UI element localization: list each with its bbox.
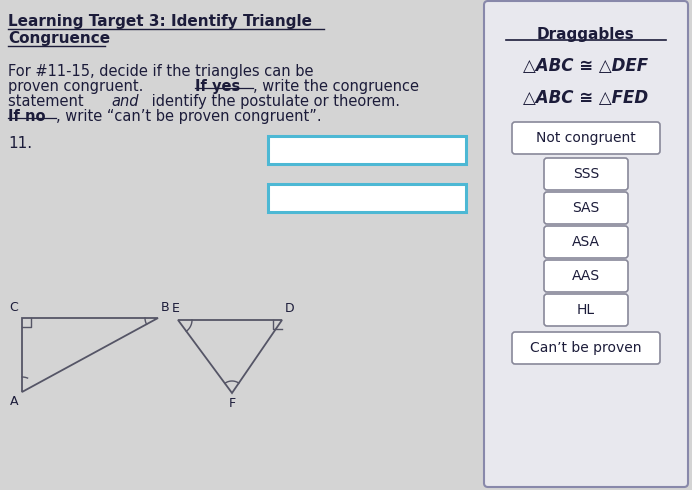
FancyBboxPatch shape [512, 122, 660, 154]
Text: Draggables: Draggables [537, 27, 635, 42]
FancyBboxPatch shape [268, 136, 466, 164]
Text: , write the congruence: , write the congruence [253, 79, 419, 94]
Text: △ABC ≅ △DEF: △ABC ≅ △DEF [523, 57, 648, 75]
FancyBboxPatch shape [544, 192, 628, 224]
Text: , write “can’t be proven congruent”.: , write “can’t be proven congruent”. [56, 109, 322, 124]
Text: E: E [172, 302, 180, 315]
FancyBboxPatch shape [544, 158, 628, 190]
FancyBboxPatch shape [544, 294, 628, 326]
Text: Can’t be proven: Can’t be proven [530, 341, 641, 355]
Text: F: F [228, 397, 235, 410]
Text: △ABC ≅ △FED: △ABC ≅ △FED [523, 89, 648, 107]
FancyBboxPatch shape [484, 1, 688, 487]
Text: identify the postulate or theorem.: identify the postulate or theorem. [147, 94, 400, 109]
Text: Congruence: Congruence [8, 31, 110, 46]
Text: HL: HL [577, 303, 595, 317]
Text: statement: statement [8, 94, 89, 109]
Text: Not congruent: Not congruent [536, 131, 636, 145]
Text: 11.: 11. [8, 136, 32, 151]
FancyBboxPatch shape [544, 226, 628, 258]
Text: ASA: ASA [572, 235, 600, 249]
Text: A: A [10, 395, 18, 408]
Text: B: B [161, 301, 170, 314]
Text: For #11-15, decide if the triangles can be: For #11-15, decide if the triangles can … [8, 64, 313, 79]
Text: proven congruent.: proven congruent. [8, 79, 153, 94]
Text: C: C [9, 301, 18, 314]
Text: and: and [111, 94, 139, 109]
Text: If no: If no [8, 109, 46, 124]
Text: If yes: If yes [194, 79, 240, 94]
Text: SAS: SAS [572, 201, 600, 215]
Text: SSS: SSS [573, 167, 599, 181]
FancyBboxPatch shape [512, 332, 660, 364]
FancyBboxPatch shape [544, 260, 628, 292]
Text: D: D [285, 302, 295, 315]
Text: Learning Target 3: Identify Triangle: Learning Target 3: Identify Triangle [8, 14, 312, 29]
Text: AAS: AAS [572, 269, 600, 283]
FancyBboxPatch shape [268, 184, 466, 212]
